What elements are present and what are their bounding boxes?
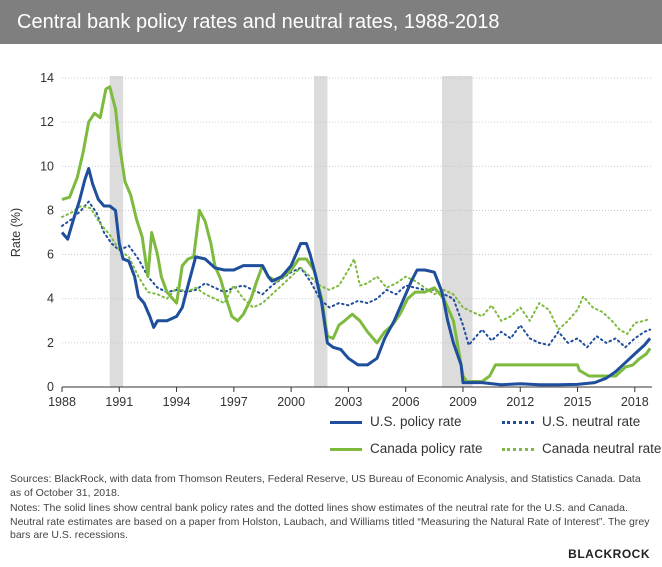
x-tick-label: 2003	[335, 395, 363, 409]
x-tick-label: 1988	[48, 395, 76, 409]
y-tick-label: 6	[47, 248, 54, 262]
y-tick-label: 12	[40, 115, 54, 129]
x-tick-label: 2012	[506, 395, 534, 409]
y-tick-label: 10	[40, 159, 54, 173]
y-tick-label: 0	[47, 380, 54, 394]
sources-text: Sources: BlackRock, with data from Thoms…	[10, 473, 641, 499]
x-tick-label: 1997	[220, 395, 248, 409]
y-tick-label: 4	[47, 292, 54, 306]
x-tick-label: 2018	[621, 395, 649, 409]
x-tick-label: 2000	[277, 395, 305, 409]
x-tick-label: 2006	[392, 395, 420, 409]
legend: U.S. policy rate U.S. neutral rate Canad…	[330, 409, 662, 463]
legend-swatch-canada-neutral	[502, 448, 534, 451]
series-line-canada-neutral-rate	[61, 205, 652, 335]
x-tick-label: 2009	[449, 395, 477, 409]
series-line-u-s-policy-rate	[60, 167, 652, 387]
legend-swatch-us-policy	[330, 421, 362, 424]
legend-label-us-policy: U.S. policy rate	[370, 414, 462, 429]
y-tick-label: 2	[47, 336, 54, 350]
y-tick-label: 14	[40, 71, 54, 85]
blackrock-logo: BLACKROCK	[568, 547, 650, 561]
series-lines	[60, 85, 652, 387]
recession-bar-1	[314, 76, 328, 387]
legend-label-us-neutral: U.S. neutral rate	[542, 414, 641, 429]
series-line-canada-policy-rate	[61, 85, 652, 383]
x-tick-label: 1991	[105, 395, 133, 409]
chart-plot: 0 2 4 6 8 10 12 14 1988 1991 1994 1997 2000 2003 2006 2…	[9, 71, 652, 409]
axes: 0 2 4 6 8 10 12 14 1988 1991 1994 1997 2000 2003 2006 2…	[40, 71, 652, 409]
y-tick-label: 8	[47, 203, 54, 217]
series-line-u-s-neutral-rate	[61, 200, 652, 349]
legend-swatch-canada-policy	[330, 448, 362, 451]
legend-label-canada-policy: Canada policy rate	[370, 441, 483, 456]
chart-title: Central bank policy rates and neutral ra…	[0, 0, 662, 44]
y-axis-label: Rate (%)	[9, 208, 23, 257]
legend-label-canada-neutral: Canada neutral rate	[542, 441, 662, 456]
x-tick-label: 2015	[564, 395, 592, 409]
legend-swatch-us-neutral	[502, 421, 534, 424]
notes-text: Notes: The solid lines show central bank…	[10, 502, 650, 541]
x-tick-label: 1994	[163, 395, 191, 409]
gridlines	[62, 77, 652, 344]
recession-bars	[109, 76, 473, 387]
